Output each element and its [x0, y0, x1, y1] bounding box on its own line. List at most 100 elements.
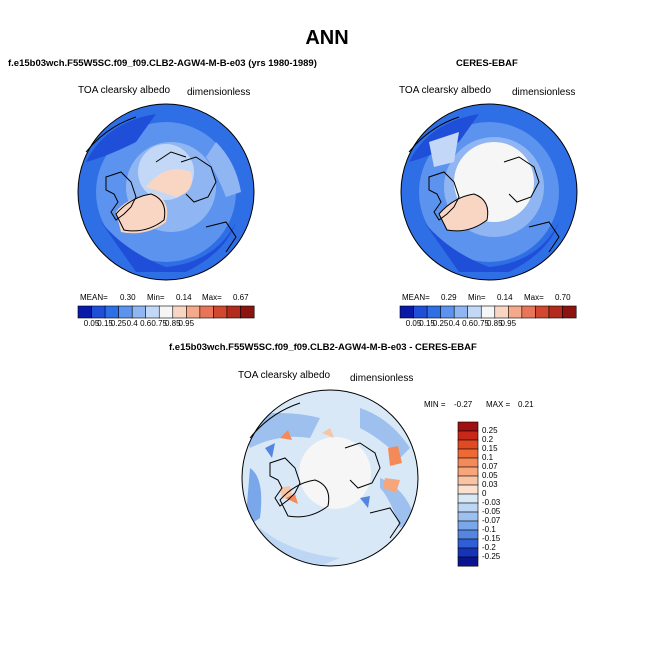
colorbar-model-tick-label: 0.4 [126, 319, 138, 328]
colorbar-obs-tick-label: 0.4 [448, 319, 460, 328]
variable-label: TOA clearsky albedo [78, 85, 171, 96]
colorbar-obs-swatch [399, 305, 415, 319]
colorbar-diff-swatch [457, 448, 479, 459]
colorbar-obs-swatch [413, 305, 428, 319]
colorbar-model-tick-label: 0.85 [164, 319, 181, 328]
colorbar-diff-tick-label: -0.07 [482, 516, 501, 525]
colorbar-diff-swatch [457, 493, 479, 504]
colorbar-diff-swatch [457, 430, 479, 441]
colorbar-diff-swatch [457, 538, 479, 549]
colorbar-diff-labels: 0.25 0.2 0.15 0.1 0.07 0.05 0.03 0 -0.03 -0.05 -0.… [482, 422, 522, 566]
min-value: 0.14 [497, 293, 513, 302]
colorbar-model-swatch [226, 305, 241, 319]
min-label: Min= [468, 293, 486, 302]
diff-min-value: -0.27 [454, 400, 473, 409]
diff-max-value: 0.21 [518, 400, 534, 409]
max-value: 0.70 [555, 293, 571, 302]
colorbar-obs-tick-label: 0.95 [500, 319, 517, 328]
colorbar-obs-tick-label: 0.05 [405, 319, 422, 328]
colorbar-obs-tick-label: 0.6 [462, 319, 474, 328]
colorbar-diff-tick-label: -0.25 [482, 552, 501, 561]
colorbar-model-tick-label: 0.15 [97, 319, 113, 328]
colorbar-diff-swatch [457, 421, 479, 432]
colorbar-diff-tick-label: 0 [482, 489, 487, 498]
colorbar-model-swatch [172, 305, 187, 319]
colorbar-obs-swatch [535, 305, 550, 319]
polar-map-diff [241, 389, 419, 567]
colorbar-diff-swatch [457, 457, 479, 468]
units-label: dimensionless [187, 87, 251, 98]
max-value: 0.67 [233, 293, 249, 302]
colorbar-obs-swatch [562, 305, 577, 319]
colorbar-model [77, 305, 255, 319]
colorbar-model-swatch [199, 305, 214, 319]
colorbar-diff-tick-label: 0.05 [482, 471, 498, 480]
colorbar-obs [399, 305, 577, 319]
max-label: Max= [524, 293, 544, 302]
max-label: Max= [202, 293, 222, 302]
colorbar-obs-swatch [548, 305, 563, 319]
colorbar-diff-swatch [457, 439, 479, 450]
colorbar-model-tick-label: 0.95 [178, 319, 195, 328]
colorbar-obs-swatch [426, 305, 442, 319]
colorbar-model-swatch [158, 305, 174, 319]
panel-title-obs: CERES-EBAF [456, 58, 518, 69]
panel-title-diff: f.e15b03wch.F55W5SC.f09_f09.CLB2-AGW4-M-… [169, 342, 477, 353]
polar-map-obs [400, 103, 578, 281]
colorbar-model-tick-label: 0.25 [110, 319, 127, 328]
colorbar-model-swatch [77, 305, 93, 319]
colorbar-model-swatch [91, 305, 106, 319]
units-label: dimensionless [512, 87, 576, 98]
colorbar-model-swatch [145, 305, 160, 319]
colorbar-diff-tick-label: 0.25 [482, 426, 498, 435]
min-label: Min= [147, 293, 165, 302]
colorbar-obs-tick-label: 0.85 [486, 319, 503, 328]
colorbar-diff-tick-label: -0.15 [482, 534, 501, 543]
diff-max-label: MAX = [486, 400, 511, 409]
colorbar-obs-swatch [440, 305, 455, 319]
colorbar-obs-tick-label: 0.15 [419, 319, 435, 328]
min-value: 0.14 [176, 293, 192, 302]
colorbar-model-swatch [213, 305, 228, 319]
figure-title: ANN [305, 27, 349, 49]
colorbar-diff-swatch [457, 529, 479, 540]
colorbar-obs-tick-label: 0.75 [473, 319, 489, 328]
colorbar-obs-swatch [480, 305, 496, 319]
colorbar-model-labels: 0.05 0.15 0.25 0.4 0.6 0.75 0.85 0.95 [78, 319, 254, 331]
colorbar-diff-tick-label: 0.03 [482, 480, 498, 489]
colorbar-diff-tick-label: 0.15 [482, 444, 498, 453]
colorbar-diff-tick-label: -0.05 [482, 507, 501, 516]
colorbar-diff-swatch [457, 547, 479, 558]
colorbar-model-tick-label: 0.05 [83, 319, 100, 328]
variable-label: TOA clearsky albedo [238, 370, 331, 381]
colorbar-model-swatch [118, 305, 133, 319]
colorbar-obs-swatch [494, 305, 509, 319]
mean-label: MEAN= [402, 293, 430, 302]
colorbar-obs-swatch [521, 305, 536, 319]
colorbar-diff-swatch [457, 484, 479, 495]
colorbar-obs-swatch [467, 305, 482, 319]
colorbar-diff-swatch [457, 511, 479, 522]
colorbar-model-swatch [104, 305, 120, 319]
colorbar-obs-labels: 0.05 0.15 0.25 0.4 0.6 0.75 0.85 0.95 [400, 319, 576, 331]
colorbar-model-swatch [131, 305, 147, 319]
variable-label: TOA clearsky albedo [399, 85, 492, 96]
colorbar-diff-tick-label: 0.2 [482, 435, 494, 444]
colorbar-diff-swatch [457, 556, 479, 567]
colorbar-diff-swatch [457, 502, 479, 513]
colorbar-diff-tick-label: 0.07 [482, 462, 498, 471]
colorbar-obs-swatch [453, 305, 469, 319]
colorbar-diff-tick-label: 0.1 [482, 453, 494, 462]
colorbar-diff-tick-label: -0.1 [482, 525, 496, 534]
colorbar-diff-swatch [457, 475, 479, 486]
panel-title-model: f.e15b03wch.F55W5SC.f09_f09.CLB2-AGW4-M-… [8, 58, 317, 69]
colorbar-diff [457, 421, 479, 567]
polar-map-model [77, 103, 255, 281]
colorbar-model-swatch [186, 305, 201, 319]
colorbar-obs-tick-label: 0.25 [432, 319, 449, 328]
colorbar-obs-swatch [508, 305, 523, 319]
colorbar-diff-tick-label: -0.2 [482, 543, 496, 552]
mean-label: MEAN= [80, 293, 108, 302]
colorbar-model-tick-label: 0.75 [151, 319, 167, 328]
colorbar-diff-tick-label: -0.03 [482, 498, 501, 507]
